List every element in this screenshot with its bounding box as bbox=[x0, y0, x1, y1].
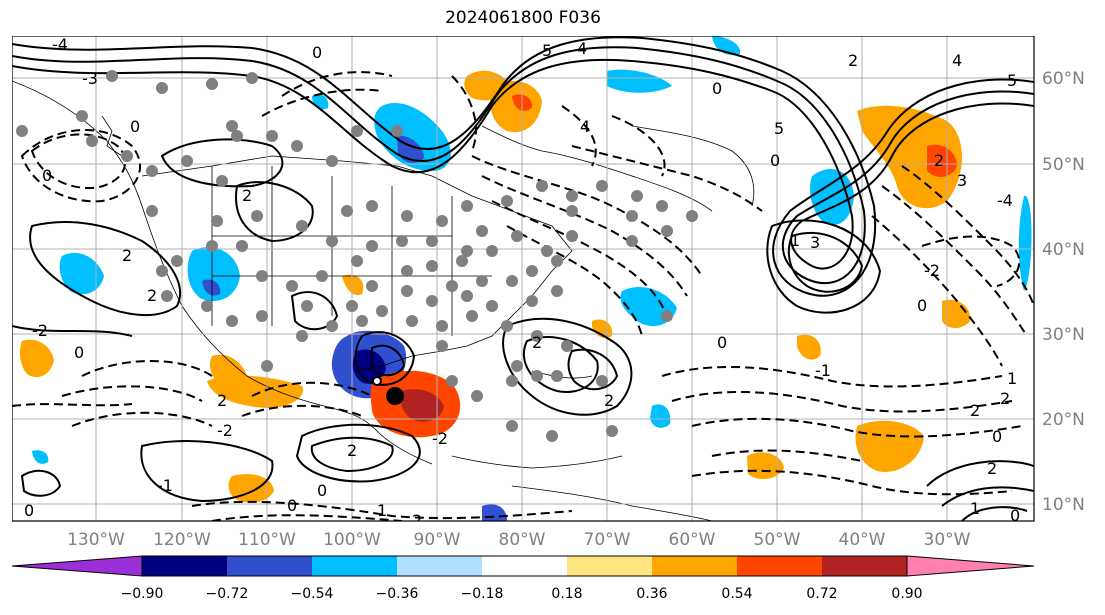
latitude-labels: 60°N 50°N 40°N 30°N 20°N 10°N bbox=[1042, 69, 1085, 515]
colorbar-segment bbox=[567, 556, 652, 576]
contour-label: 2 bbox=[217, 391, 227, 410]
lon-label: 50°W bbox=[754, 530, 801, 550]
contour-labels: 0 -4 -3 0 0 4 4 5 0 5 0 2 4 5 2 3 -4 3 1… bbox=[24, 36, 1020, 530]
lon-label: 40°W bbox=[839, 530, 886, 550]
lat-label: 50°N bbox=[1042, 155, 1085, 175]
colorbar-tick-label: −0.90 bbox=[121, 586, 164, 602]
contour-label: 0 bbox=[770, 151, 780, 170]
contour-label: 1 bbox=[970, 499, 980, 518]
coastlines bbox=[12, 80, 755, 521]
colorbar-segment bbox=[737, 556, 822, 576]
colorbar-tick-label: 0.54 bbox=[721, 586, 752, 602]
anomaly-fills bbox=[19, 36, 1032, 521]
lat-label: 10°N bbox=[1042, 495, 1085, 515]
contour-label: -2 bbox=[217, 421, 233, 440]
contour-label: -1 bbox=[815, 361, 831, 380]
storm-center-marker bbox=[386, 387, 404, 405]
lon-label: 70°W bbox=[584, 530, 631, 550]
map-title: 2024061800 F036 bbox=[445, 8, 601, 28]
contour-label: 5 bbox=[542, 41, 552, 60]
lon-label: 80°W bbox=[499, 530, 546, 550]
contour-label: -2 bbox=[32, 321, 48, 340]
contour-label: -4 bbox=[52, 36, 68, 54]
lat-label: 40°N bbox=[1042, 240, 1085, 260]
contour-label: 0 bbox=[312, 43, 322, 62]
contour-label: 0 bbox=[992, 427, 1002, 446]
contour-label: 2 bbox=[934, 151, 944, 170]
contour-label: 2 bbox=[604, 391, 614, 410]
contour-label: 2 bbox=[347, 441, 357, 460]
contour-label: 0 bbox=[917, 296, 927, 315]
map-frame bbox=[12, 36, 1035, 522]
lon-label: 100°W bbox=[323, 530, 381, 550]
colorbar-segment bbox=[822, 556, 907, 576]
colorbar-segment bbox=[227, 556, 312, 576]
lon-label: 60°W bbox=[669, 530, 716, 550]
contour-label: 4 bbox=[577, 39, 587, 58]
contour-label: 0 bbox=[24, 501, 34, 520]
lat-label: 60°N bbox=[1042, 69, 1085, 89]
contour-label: 0 bbox=[287, 496, 297, 515]
contour-label: 2 bbox=[987, 459, 997, 478]
colorbar-tick-label: −0.18 bbox=[461, 586, 504, 602]
colorbar-segment bbox=[397, 556, 482, 576]
lat-label: 20°N bbox=[1042, 410, 1085, 430]
longitude-labels: 130°W 120°W 110°W 100°W 90°W 80°W 70°W 6… bbox=[67, 530, 971, 550]
contour-label: 0 bbox=[717, 333, 727, 352]
contour-label: 0 bbox=[712, 79, 722, 98]
contour-label: 1 bbox=[1007, 369, 1017, 388]
contour-label: -2 bbox=[432, 429, 448, 448]
contour-label: 0 bbox=[130, 117, 140, 136]
station-dots bbox=[16, 70, 698, 442]
lon-label: 120°W bbox=[153, 530, 211, 550]
contour-label: 4 bbox=[580, 117, 590, 136]
colorbar-extend-high bbox=[906, 555, 1035, 577]
contour-label: -2 bbox=[924, 261, 940, 280]
lon-label: 90°W bbox=[414, 530, 461, 550]
contour-label: 2 bbox=[532, 333, 542, 352]
contour-label: 4 bbox=[952, 51, 962, 70]
contour-label: 1 bbox=[377, 501, 387, 520]
contour-label: 5 bbox=[774, 119, 784, 138]
colorbar-tick-label: 0.36 bbox=[636, 586, 667, 602]
lat-label: 30°N bbox=[1042, 325, 1085, 345]
lon-label: 110°W bbox=[238, 530, 296, 550]
colorbar-extend-low bbox=[12, 555, 143, 577]
colorbar-tick-label: 0.90 bbox=[891, 586, 922, 602]
contour-label: 3 bbox=[810, 233, 820, 252]
colorbar-segment bbox=[142, 556, 227, 576]
contour-label: 3 bbox=[957, 171, 967, 190]
contour-label: 0 bbox=[1010, 506, 1020, 525]
colorbar-tick-label: −0.72 bbox=[206, 586, 249, 602]
contour-label: 1 bbox=[790, 231, 800, 250]
contour-label: 2 bbox=[122, 246, 132, 265]
dashed-contours bbox=[12, 71, 1034, 521]
contour-label: 5 bbox=[1007, 71, 1017, 90]
contour-label: 2 bbox=[848, 51, 858, 70]
contour-label: 2 bbox=[147, 286, 157, 305]
colorbar: −0.90 −0.72 −0.54 −0.36 −0.18 0.18 0.36 … bbox=[12, 555, 1035, 602]
colorbar-tick-label: 0.18 bbox=[551, 586, 582, 602]
colorbar-segment bbox=[482, 556, 567, 576]
weather-map: 0 -4 -3 0 0 4 4 5 0 5 0 2 4 5 2 3 -4 3 1… bbox=[12, 36, 1085, 602]
colorbar-tick-label: 0.72 bbox=[806, 586, 837, 602]
solid-contours bbox=[12, 36, 1034, 521]
contour-label: 2 bbox=[412, 511, 422, 530]
colorbar-tick-label: −0.36 bbox=[376, 586, 419, 602]
contour-label: -1 bbox=[157, 476, 173, 495]
contour-label: 0 bbox=[42, 166, 52, 185]
contour-label: -3 bbox=[82, 69, 98, 88]
contour-label: 0 bbox=[74, 343, 84, 362]
contour-label: 0 bbox=[317, 481, 327, 500]
contour-label: 2 bbox=[1000, 389, 1010, 408]
colorbar-segment bbox=[652, 556, 737, 576]
secondary-marker bbox=[372, 376, 382, 386]
colorbar-segment bbox=[312, 556, 397, 576]
lon-label: 30°W bbox=[924, 530, 971, 550]
contour-label: 2 bbox=[242, 186, 252, 205]
colorbar-tick-label: −0.54 bbox=[291, 586, 334, 602]
contour-label: -4 bbox=[997, 191, 1013, 210]
contour-label: 2 bbox=[970, 401, 980, 420]
lon-label: 130°W bbox=[67, 530, 125, 550]
